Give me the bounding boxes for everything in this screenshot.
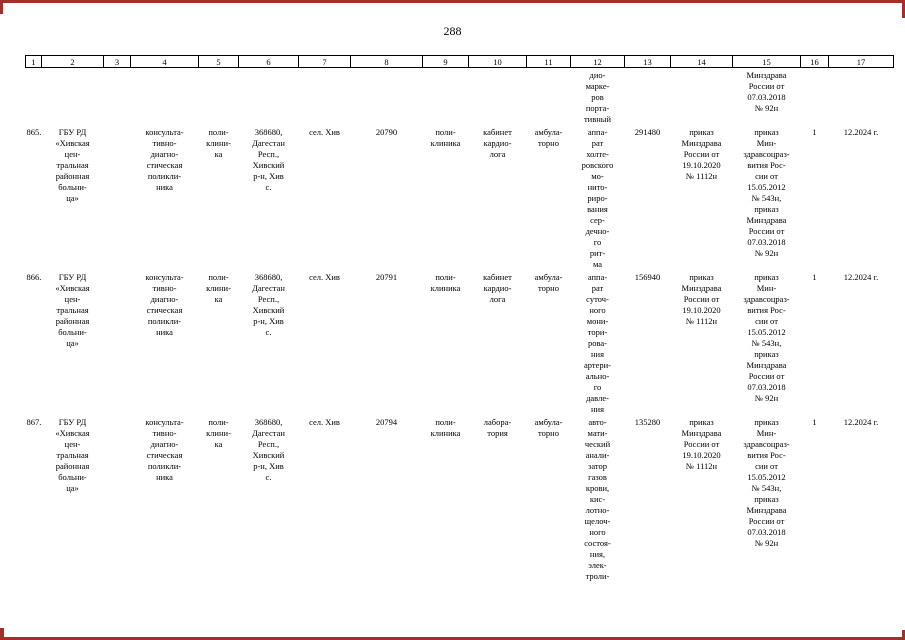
scan-artifact-top-left	[0, 0, 3, 14]
table-cell-order: приказ Мин- здравсоцраз- вития Рос- сии …	[743, 272, 790, 403]
table-cell-order: Минздрава России от 07.03.2018 № 92н	[746, 70, 787, 113]
column-header: 8	[350, 55, 423, 68]
table-cell-amount: 156940	[634, 272, 661, 282]
table-cell-address: 368680, Дагестан Респ., Хивский р-н, Хив…	[252, 272, 285, 337]
column-header: 1	[25, 55, 42, 68]
column-header: 5	[198, 55, 239, 68]
scan-artifact-top-right	[902, 0, 905, 18]
table-cell-settlement: сел. Хив	[309, 127, 340, 137]
table-cell	[104, 125, 131, 270]
column-header: 10	[468, 55, 527, 68]
table-cell	[351, 68, 423, 126]
table-cell-order: приказ Мин- здравсоцраз- вития Рос- сии …	[743, 417, 790, 548]
table-cell-organization: ГБУ РД «Хивская цен- тральная районная б…	[55, 272, 90, 348]
column-header: 6	[238, 55, 299, 68]
table-cell-unit: поли- клиника	[430, 417, 461, 438]
table-row: 866. ГБУ РД «Хивская цен- тральная район…	[26, 270, 894, 415]
table-cell-amount: 135280	[634, 417, 661, 427]
column-header: 2	[41, 55, 104, 68]
table-cell	[104, 68, 131, 126]
table-cell-number: 865.	[26, 127, 42, 137]
table-cell	[829, 68, 894, 126]
continuation-row: дио- марке- ров порта- тивный Минздрава …	[26, 68, 894, 126]
scan-artifact-top	[0, 0, 905, 3]
table-cell-division: консульта- тивно- диагно- стическая поли…	[145, 272, 184, 337]
table-cell	[299, 68, 351, 126]
page-number: 288	[443, 24, 462, 38]
column-header: 14	[670, 55, 733, 68]
table-cell-cabinet: лабора- тория	[483, 417, 512, 438]
column-header: 11	[526, 55, 571, 68]
column-header: 12	[570, 55, 625, 68]
table-cell-order: приказ Минздрава России от 19.10.2020 № …	[681, 272, 722, 326]
table-cell-mode: амбула- торно	[534, 417, 563, 438]
table-cell	[104, 270, 131, 415]
table-cell-division: консульта- тивно- диагно- стическая поли…	[145, 417, 184, 482]
table-cell-equipment: авто- мати- ческий анали- затор газов кр…	[584, 417, 611, 581]
table-cell-quantity: 1	[812, 272, 817, 282]
table-cell-amount: 291480	[634, 127, 661, 137]
table-cell-equipment: аппа- рат суточ- ного мони- тори- рова- …	[583, 272, 612, 414]
table-row: 867. ГБУ РД «Хивская цен- тральная район…	[26, 415, 894, 582]
table-cell-code: 20794	[375, 417, 398, 427]
table-cell-cabinet: кабинет кардио- лога	[483, 127, 512, 159]
table-header-row: 1 2 3 4 5 6 7 8 9 10 11 12 13 14 15 16 1…	[25, 55, 894, 68]
table-cell-unit: поли- клиника	[430, 127, 461, 148]
table-cell-type: поли- клини- ка	[206, 417, 231, 449]
table-cell-order: приказ Мин- здравсоцраз- вития Рос- сии …	[743, 127, 790, 258]
scan-artifact-bottom-right	[902, 630, 905, 640]
column-header: 3	[103, 55, 131, 68]
column-header: 15	[732, 55, 801, 68]
column-header: 17	[828, 55, 894, 68]
registry-table: 1 2 3 4 5 6 7 8 9 10 11 12 13 14 15 16 1…	[25, 55, 894, 582]
table-cell	[801, 68, 829, 126]
table-cell	[131, 68, 199, 126]
table-cell	[423, 68, 469, 126]
table-cell-settlement: сел. Хив	[309, 417, 340, 427]
table-cell-address: 368680, Дагестан Респ., Хивский р-н, Хив…	[252, 417, 285, 482]
table-cell-quantity: 1	[812, 127, 817, 137]
column-header: 4	[130, 55, 199, 68]
scan-artifact-bottom-left	[0, 628, 4, 640]
table-cell-settlement: сел. Хив	[309, 272, 340, 282]
table-cell-address: 368680, Дагестан Респ., Хивский р-н, Хив…	[252, 127, 285, 192]
table-cell	[671, 68, 733, 126]
table-cell-number: 866.	[26, 272, 42, 282]
table-cell-date: 12.2024 г.	[843, 127, 879, 137]
column-header: 7	[298, 55, 351, 68]
table-cell-type: поли- клини- ка	[206, 127, 231, 159]
table-row: 865. ГБУ РД «Хивская цен- тральная район…	[26, 125, 894, 270]
table-cell-number: 867.	[26, 417, 42, 427]
table-cell-organization: ГБУ РД «Хивская цен- тральная районная б…	[55, 417, 90, 493]
table-cell-mode: амбула- торно	[534, 127, 563, 148]
column-header: 16	[800, 55, 829, 68]
table-cell-code: 20791	[375, 272, 398, 282]
table-cell-organization: ГБУ РД «Хивская цен- тральная районная б…	[55, 127, 90, 203]
column-header: 13	[624, 55, 671, 68]
table-cell-order: приказ Минздрава России от 19.10.2020 № …	[681, 417, 722, 471]
table-cell	[199, 68, 239, 126]
table-cell-cabinet: кабинет кардио- лога	[483, 272, 512, 304]
table-cell-type: поли- клини- ка	[206, 272, 231, 304]
table-cell	[104, 415, 131, 582]
table-cell-code: 20790	[375, 127, 398, 137]
table-cell	[527, 68, 571, 126]
table-cell-mode: амбула- торно	[534, 272, 563, 293]
table-cell-equipment: дио- марке- ров порта- тивный	[583, 70, 612, 124]
table-cell-date: 12.2024 г.	[843, 417, 879, 427]
table-cell	[625, 68, 671, 126]
table-cell-order: приказ Минздрава России от 19.10.2020 № …	[681, 127, 722, 181]
table-cell-unit: поли- клиника	[430, 272, 461, 293]
table-cell-quantity: 1	[812, 417, 817, 427]
table-cell-date: 12.2024 г.	[843, 272, 879, 282]
table-cell	[469, 68, 527, 126]
scan-artifact-bottom	[0, 637, 905, 640]
table-cell-equipment: аппа- рат холте- ровского мо- нито- риро…	[581, 127, 614, 269]
column-header: 9	[422, 55, 469, 68]
table-cell	[26, 68, 42, 126]
table-cell	[42, 68, 104, 126]
table-cell	[239, 68, 299, 126]
table-cell-division: консульта- тивно- диагно- стическая поли…	[145, 127, 184, 192]
